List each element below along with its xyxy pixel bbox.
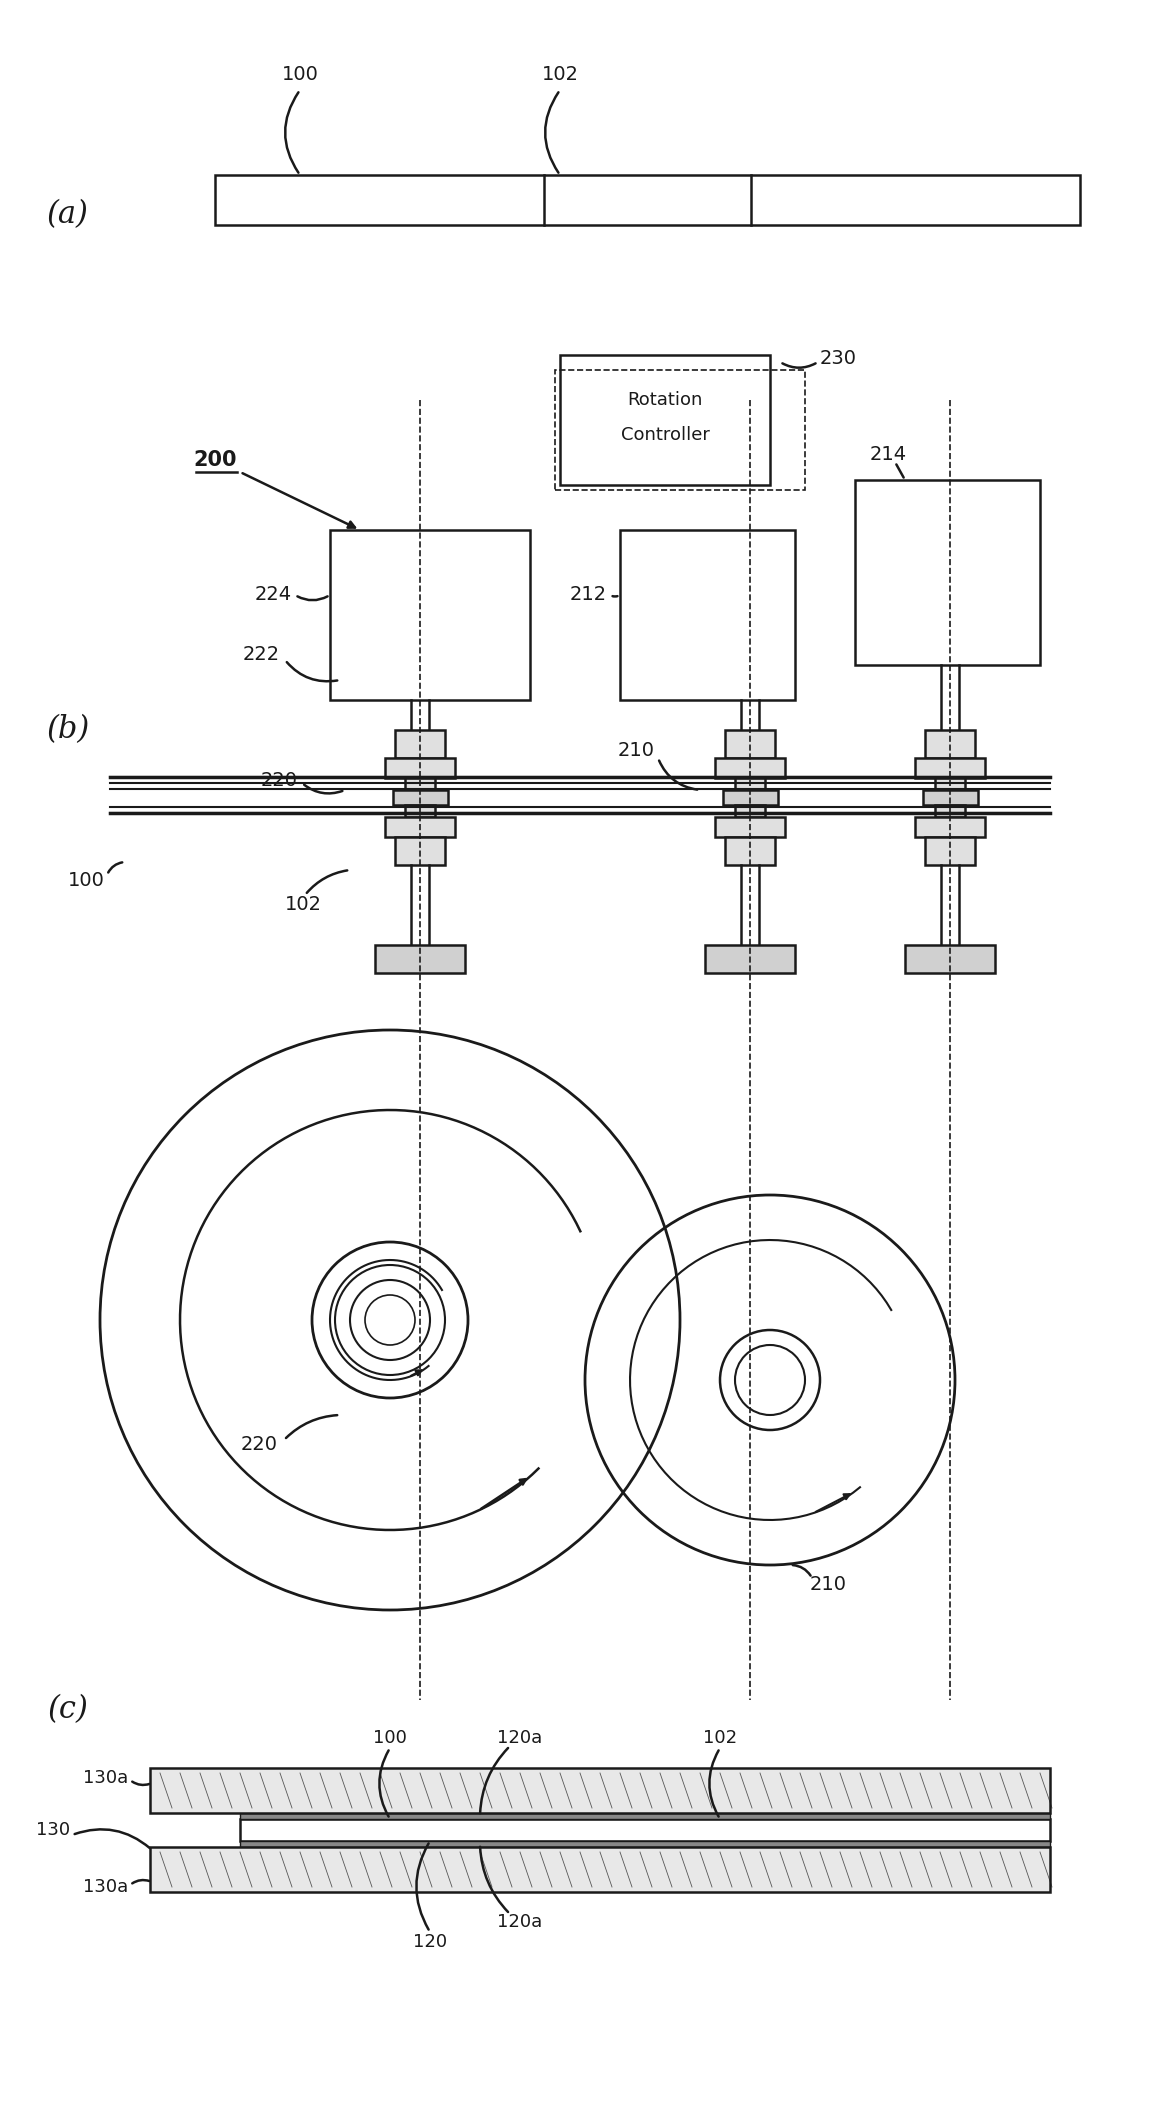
Bar: [722, 791, 777, 806]
Text: 220: 220: [261, 770, 298, 789]
Bar: [904, 945, 995, 972]
Text: 102: 102: [541, 65, 579, 84]
Bar: [385, 816, 455, 837]
Bar: [330, 529, 530, 700]
Text: 214: 214: [871, 445, 907, 464]
Bar: [935, 806, 965, 816]
Text: 222: 222: [243, 645, 280, 664]
Bar: [405, 778, 435, 791]
Text: 120a: 120a: [497, 1729, 543, 1746]
Bar: [385, 757, 455, 778]
Bar: [375, 945, 464, 972]
Bar: [620, 529, 795, 700]
Bar: [922, 791, 978, 806]
Text: 210: 210: [619, 740, 655, 759]
Bar: [394, 837, 445, 865]
Text: 102: 102: [703, 1729, 738, 1746]
Text: 120a: 120a: [497, 1913, 543, 1932]
Bar: [715, 816, 785, 837]
Text: 130: 130: [36, 1820, 70, 1839]
Bar: [405, 806, 435, 816]
Bar: [555, 369, 805, 489]
Text: 220: 220: [242, 1436, 278, 1455]
Text: 130a: 130a: [83, 1769, 128, 1786]
Bar: [560, 354, 770, 485]
Bar: [935, 778, 965, 791]
Text: 230: 230: [820, 348, 857, 367]
Bar: [392, 791, 447, 806]
Bar: [705, 945, 795, 972]
Bar: [925, 837, 974, 865]
Bar: [240, 1814, 1050, 1818]
Text: (a): (a): [47, 200, 89, 230]
Text: 200: 200: [194, 449, 237, 470]
Bar: [715, 757, 785, 778]
Text: 120: 120: [413, 1934, 447, 1951]
Bar: [240, 1841, 1050, 1847]
Text: (c): (c): [48, 1694, 89, 1725]
Text: 224: 224: [254, 586, 292, 605]
Text: (b): (b): [47, 715, 90, 744]
Bar: [151, 1767, 1050, 1814]
Text: 100: 100: [281, 65, 319, 84]
Text: 100: 100: [68, 871, 105, 890]
Bar: [725, 837, 775, 865]
Bar: [925, 730, 974, 757]
Text: 100: 100: [373, 1729, 407, 1746]
Bar: [394, 730, 445, 757]
Bar: [915, 757, 985, 778]
Text: 102: 102: [285, 896, 322, 915]
Text: 130a: 130a: [83, 1877, 128, 1896]
Bar: [215, 175, 1079, 226]
Text: Rotation: Rotation: [628, 390, 703, 409]
Bar: [735, 806, 766, 816]
Text: 212: 212: [569, 586, 607, 605]
Bar: [151, 1847, 1050, 1892]
Text: 210: 210: [810, 1575, 847, 1594]
Bar: [735, 778, 766, 791]
Bar: [240, 1818, 1050, 1841]
Bar: [915, 816, 985, 837]
Bar: [855, 481, 1040, 664]
Bar: [725, 730, 775, 757]
Text: Controller: Controller: [621, 426, 710, 445]
